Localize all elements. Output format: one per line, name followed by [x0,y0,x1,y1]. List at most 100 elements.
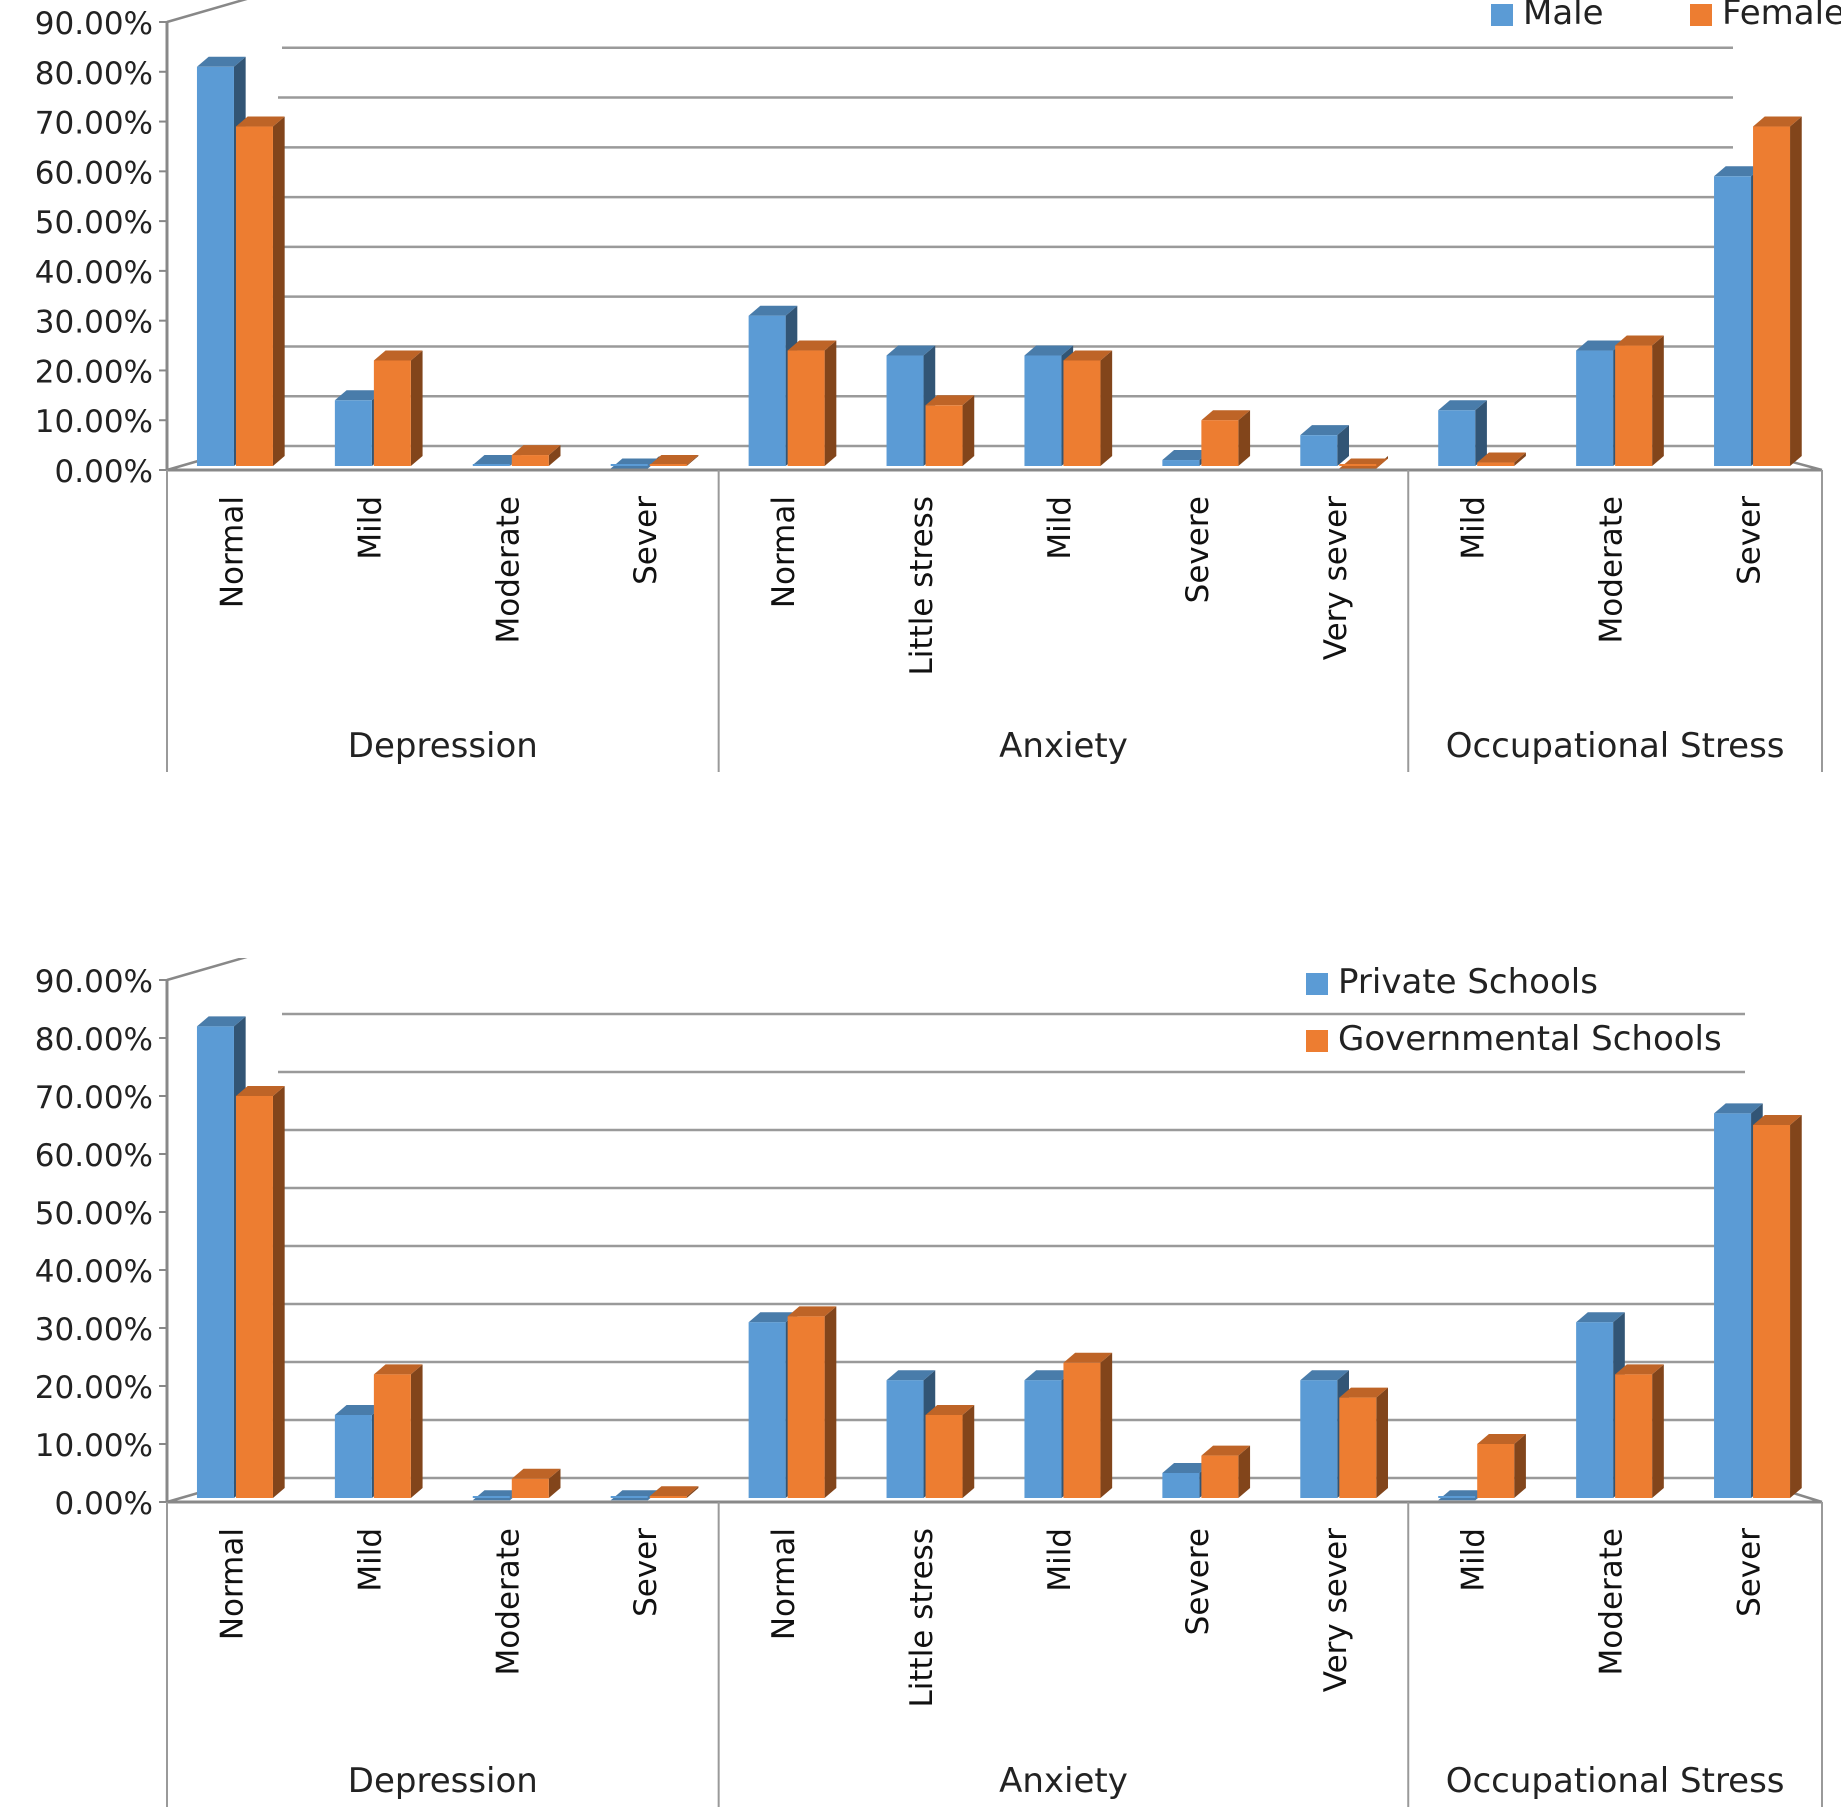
x-category-label: Mild [1042,496,1078,560]
x-category-label: Normal [766,496,802,608]
bar-governmental-schools-anxiety-mild [1063,1362,1101,1498]
bar-top-governmental-schools [1615,1364,1664,1375]
x-category-label: Moderate [490,1528,526,1675]
x-category-label: Severe [1180,496,1216,603]
bar-private-schools-anxiety-severe [1162,1473,1200,1498]
y-tick-label: 30.00% [35,305,153,341]
bar-female-anxiety-normal [787,350,825,466]
bar-side-female [410,350,423,466]
x-category-label: Mild [352,1528,388,1592]
bar-private-schools-depression-moderate [472,1496,510,1498]
bar-governmental-schools-depression-mild [373,1374,411,1498]
bar-governmental-schools-depression-moderate [511,1478,549,1498]
legend-label-governmental-schools: Governmental Schools [1338,1019,1722,1059]
bar-governmental-schools-occupational-stress-mild [1477,1444,1515,1498]
y-tick-label: 0.00% [55,454,153,490]
bar-male-depression-moderate [472,464,510,466]
bar-private-schools-depression-normal [196,1026,234,1498]
bar-female-anxiety-little-stress [925,405,963,466]
bar-female-depression-moderate [511,455,549,466]
bar-male-anxiety-little-stress [886,355,924,466]
bar-side-governmental-schools [410,1364,423,1498]
bar-top-female [235,116,285,127]
bar-governmental-schools-anxiety-normal [787,1316,825,1498]
bar-private-schools-depression-sever [610,1496,648,1498]
bar-top-female [373,350,423,361]
bar-private-schools-anxiety-very-sever [1300,1380,1338,1498]
bar-side-governmental-schools [1514,1434,1526,1498]
x-category-label: Mild [1456,1528,1492,1592]
bar-female-occupational-stress-mild [1477,462,1515,466]
bar-top-governmental-schools [373,1364,423,1375]
x-category-label: Mild [352,496,388,560]
bar-top-male [196,56,246,67]
y-tick-label: 50.00% [35,1196,153,1232]
y-tick-label: 70.00% [35,106,153,142]
bar-side-governmental-schools [962,1405,975,1498]
y-tick-label: 80.00% [35,56,153,92]
bar-top-female [1753,116,1802,127]
bar-top-governmental-schools [1339,1387,1388,1398]
bar-side-female [1514,452,1526,466]
bar-side-female [1790,116,1802,467]
x-category-label: Normal [214,1528,250,1640]
x-category-label: Sever [1732,1528,1768,1617]
y-tick-label: 0.00% [55,1486,153,1522]
bar-side-governmental-schools [1238,1445,1251,1498]
bar-top-private-schools [1162,1463,1212,1473]
bar-top-female [1063,350,1113,361]
bar-female-anxiety-mild [1063,360,1101,466]
bar-top-female [1339,458,1388,469]
bar-governmental-schools-depression-sever [649,1496,687,1498]
bar-side-male [1475,400,1487,466]
bar-top-private-schools [196,1016,246,1027]
bar-private-schools-anxiety-normal [748,1322,786,1498]
x-category-label: Little stress [904,1528,940,1707]
bar-female-anxiety-very-sever [1339,464,1377,466]
y-tick-label: 50.00% [35,205,153,241]
x-category-label: Moderate [490,496,526,643]
y-tick-label: 20.00% [35,1370,153,1406]
group-label: Occupational Stress [1446,1761,1785,1801]
bar-side-female [686,455,699,466]
bar-top-female [511,445,561,456]
group-label: Depression [348,1761,538,1801]
bar-top-governmental-schools [1753,1115,1802,1125]
bar-side-female [548,445,561,466]
group-label: Depression [348,726,538,766]
bar-top-governmental-schools [1201,1445,1251,1456]
bar-top-male [610,458,660,469]
y-tick-label: 90.00% [35,6,153,42]
bar-top-female [925,395,975,406]
bar-top-private-schools [748,1312,798,1323]
bar-private-schools-depression-mild [334,1415,372,1498]
bar-private-schools-occupational-stress-moderate [1576,1322,1614,1498]
legend-swatch-private-schools [1306,973,1328,995]
bar-governmental-schools-depression-normal [235,1096,273,1498]
bar-top-male [1576,340,1625,351]
bar-top-female [1477,452,1526,463]
x-category-label: Moderate [1594,496,1630,643]
bar-top-governmental-schools [1063,1352,1113,1363]
bar-governmental-schools-anxiety-little-stress [925,1415,963,1498]
x-category-label: Normal [766,1528,802,1640]
bar-side-governmental-schools [686,1486,699,1498]
bar-female-depression-sever [649,464,687,466]
bar-female-depression-normal [235,126,273,467]
bar-side-female [272,116,285,467]
bar-top-governmental-schools [511,1468,561,1479]
x-category-label: Little stress [904,496,940,675]
bar-top-male [1438,400,1487,411]
bar-side-female [1100,350,1113,466]
bar-top-private-schools [1714,1103,1763,1114]
bar-side-governmental-schools [1652,1364,1664,1498]
bar-male-depression-mild [334,400,372,466]
bar-top-private-schools [1300,1370,1349,1381]
bar-female-anxiety-severe [1201,420,1239,466]
x-category-label: Sever [628,1528,664,1617]
bar-private-schools-anxiety-mild [1024,1380,1062,1498]
bar-side-governmental-schools [548,1468,561,1498]
bar-side-female [962,395,975,466]
y-tick-label: 30.00% [35,1312,153,1348]
bar-top-governmental-schools [649,1486,699,1497]
